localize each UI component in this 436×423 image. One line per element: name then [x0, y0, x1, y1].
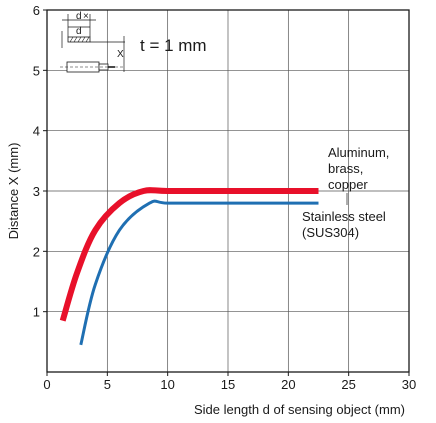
thickness-label: t = 1 mm	[140, 36, 207, 55]
dim-cross: ×	[83, 11, 89, 22]
series-lines	[59, 187, 319, 346]
x-tick-label-1: 5	[104, 377, 111, 392]
series-line-aluminum-brass-copper	[59, 187, 319, 322]
x-tick-label-3: 15	[221, 377, 235, 392]
series-labels: Aluminum, brass, copper Stainless steel …	[302, 145, 393, 240]
y-tick-label-0: 1	[33, 305, 40, 320]
label-aluminum: Aluminum, brass, copper	[328, 145, 393, 192]
hatch-2	[73, 36, 78, 43]
dim-d-label-bottom: d	[76, 26, 82, 37]
dim-d-label-top: d	[76, 11, 82, 22]
y-axis-title: Distance X (mm)	[6, 143, 21, 240]
hatch-4	[81, 36, 86, 43]
hatch-5	[85, 36, 90, 43]
label-aluminum-line1: Aluminum,	[328, 145, 389, 160]
dim-x-label: X	[117, 49, 124, 60]
x-tick-label-0: 0	[43, 377, 50, 392]
label-aluminum-line3: copper	[328, 177, 368, 192]
x-tick-label-2: 10	[160, 377, 174, 392]
axis-ticks: 0 5 10 15 20 25 30 1 2 3 4 5 6	[33, 3, 416, 392]
hatch-3	[77, 36, 82, 43]
x-tick-label-5: 25	[341, 377, 355, 392]
sensor-inset: d d × X t = 1 mm	[60, 11, 207, 73]
x-axis-title: Side length d of sensing object (mm)	[194, 402, 405, 417]
y-tick-label-2: 3	[33, 184, 40, 199]
label-stainless-line2: (SUS304)	[302, 225, 359, 240]
x-tick-label-6: 30	[402, 377, 416, 392]
x-tick-label-4: 20	[281, 377, 295, 392]
y-tick-label-5: 6	[33, 3, 40, 18]
y-tick-label-4: 5	[33, 63, 40, 78]
hatch-1	[69, 36, 74, 43]
y-tick-label-3: 4	[33, 124, 40, 139]
y-tick-label-1: 2	[33, 244, 40, 259]
label-aluminum-line2: brass,	[328, 161, 363, 176]
label-stainless: Stainless steel (SUS304)	[302, 209, 389, 240]
series-line-stainless-steel	[79, 199, 319, 346]
target-plate	[67, 36, 91, 43]
label-stainless-line1: Stainless steel	[302, 209, 386, 224]
